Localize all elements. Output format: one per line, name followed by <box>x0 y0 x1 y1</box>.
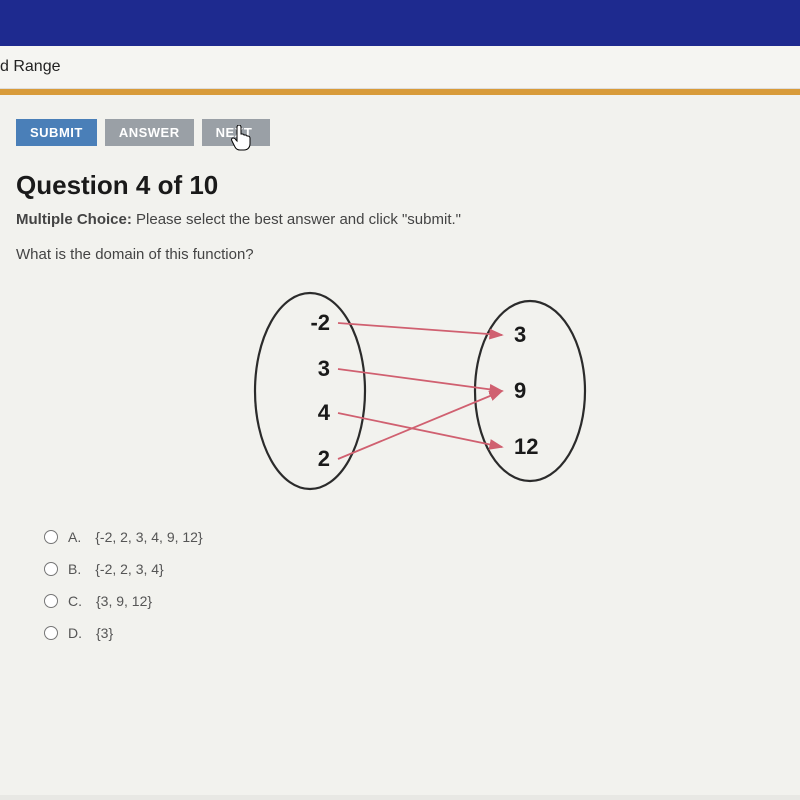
svg-text:-2: -2 <box>310 310 330 335</box>
next-button-label: NEXT <box>216 125 253 140</box>
svg-text:2: 2 <box>318 446 330 471</box>
svg-text:9: 9 <box>514 378 526 403</box>
option-a-radio[interactable] <box>44 530 58 544</box>
option-d-radio[interactable] <box>44 626 58 640</box>
top-blue-bar <box>0 0 800 46</box>
option-c-radio[interactable] <box>44 594 58 608</box>
option-a-text: {-2, 2, 3, 4, 9, 12} <box>95 529 202 545</box>
option-c-letter: C. <box>68 593 82 609</box>
svg-text:4: 4 <box>318 400 331 425</box>
question-prompt: What is the domain of this function? <box>16 246 784 263</box>
question-instruction: Multiple Choice: Please select the best … <box>16 211 784 228</box>
option-b[interactable]: B. {-2, 2, 3, 4} <box>44 561 784 577</box>
submit-button[interactable]: SUBMIT <box>16 119 97 146</box>
option-a-letter: A. <box>68 529 81 545</box>
mapping-diagram: -2 3 4 2 3 9 12 <box>200 281 600 501</box>
content-area: SUBMIT ANSWER NEXT Question 4 of 10 Mult… <box>0 95 800 795</box>
option-a[interactable]: A. {-2, 2, 3, 4, 9, 12} <box>44 529 784 545</box>
options-list: A. {-2, 2, 3, 4, 9, 12} B. {-2, 2, 3, 4}… <box>44 529 784 641</box>
option-b-radio[interactable] <box>44 562 58 576</box>
answer-button[interactable]: ANSWER <box>105 119 194 146</box>
option-d[interactable]: D. {3} <box>44 625 784 641</box>
svg-text:3: 3 <box>514 322 526 347</box>
option-b-letter: B. <box>68 561 81 577</box>
svg-text:12: 12 <box>514 434 538 459</box>
question-title: Question 4 of 10 <box>16 170 784 201</box>
option-b-text: {-2, 2, 3, 4} <box>95 561 164 577</box>
breadcrumb-bar: d Range <box>0 46 800 89</box>
option-c-text: {3, 9, 12} <box>96 593 152 609</box>
mapping-diagram-svg: -2 3 4 2 3 9 12 <box>200 281 600 501</box>
svg-text:3: 3 <box>318 356 330 381</box>
next-button[interactable]: NEXT <box>202 119 271 146</box>
option-d-text: {3} <box>96 625 113 641</box>
breadcrumb-text: d Range <box>0 58 61 75</box>
option-d-letter: D. <box>68 625 82 641</box>
button-row: SUBMIT ANSWER NEXT <box>16 119 784 146</box>
instruction-rest: Please select the best answer and click … <box>132 211 461 228</box>
instruction-prefix: Multiple Choice: <box>16 211 132 228</box>
option-c[interactable]: C. {3, 9, 12} <box>44 593 784 609</box>
